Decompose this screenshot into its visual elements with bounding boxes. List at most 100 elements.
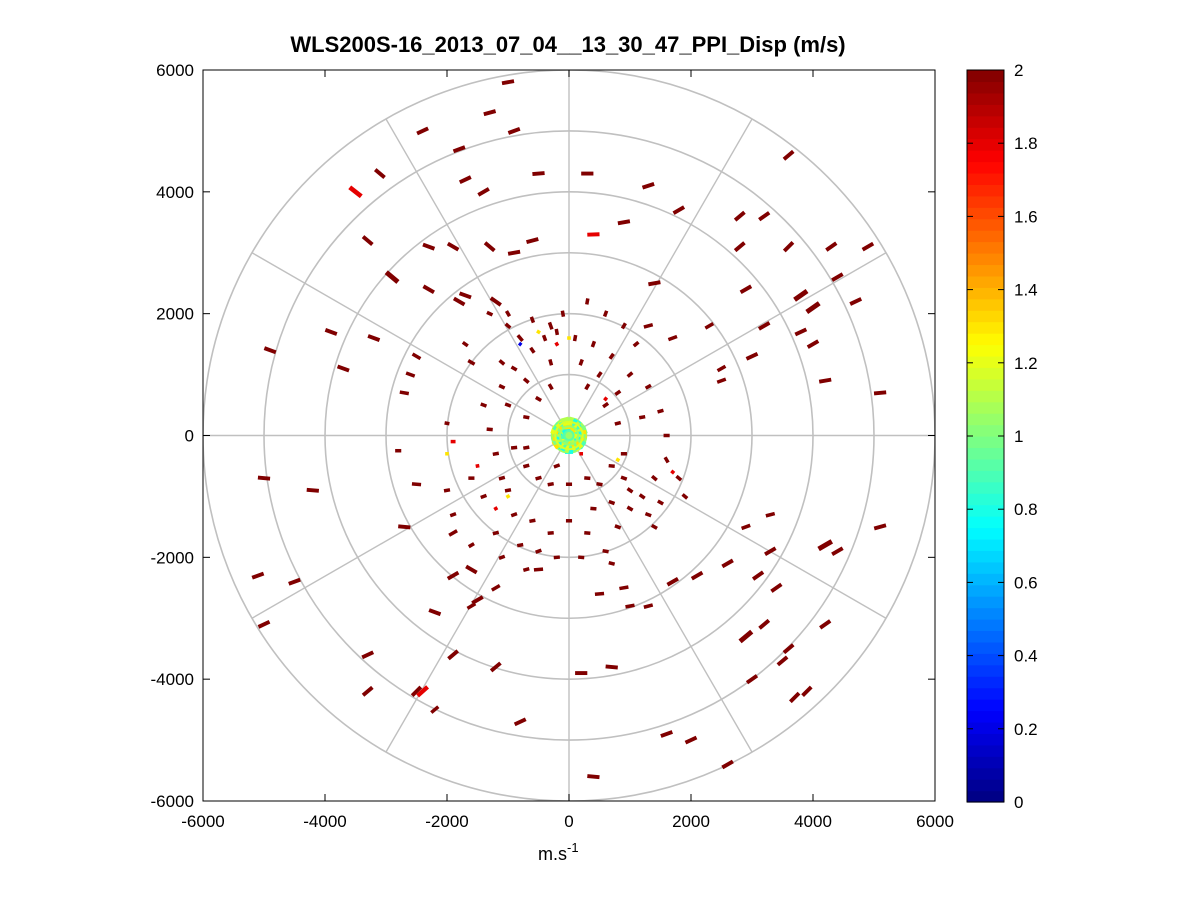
- colorbar-segment: [967, 664, 1004, 677]
- data-point: [560, 310, 566, 317]
- data-point: [596, 481, 603, 487]
- data-point: [608, 560, 616, 566]
- colorbar-segment: [967, 573, 1004, 586]
- colorbar-segment: [967, 81, 1004, 94]
- data-point: [620, 475, 628, 481]
- data-point: [501, 79, 515, 86]
- colorbar-tick-label: 1.6: [1014, 207, 1038, 226]
- data-point: [507, 249, 521, 256]
- data-point: [398, 524, 411, 530]
- data-point: [461, 340, 469, 348]
- data-point: [529, 346, 536, 354]
- data-point: [504, 322, 512, 330]
- colorbar-segment: [967, 378, 1004, 391]
- data-point: [430, 705, 440, 714]
- colorbar-segment: [967, 355, 1004, 368]
- x-tick-label: -2000: [425, 812, 468, 831]
- core-ring: [558, 425, 580, 446]
- data-point: [657, 408, 664, 414]
- data-point: [466, 602, 477, 610]
- colorbar-segment: [967, 561, 1004, 574]
- data-point: [590, 340, 597, 348]
- data-point: [782, 240, 795, 253]
- data-point: [873, 523, 887, 531]
- y-tick-label: -4000: [151, 670, 194, 689]
- data-point: [483, 109, 497, 117]
- data-point: [475, 463, 480, 468]
- data-point: [522, 377, 530, 384]
- data-point: [644, 383, 652, 390]
- data-point: [288, 577, 301, 586]
- data-point: [446, 241, 460, 252]
- data-point: [704, 322, 715, 330]
- data-point: [535, 548, 542, 554]
- data-point: [626, 371, 634, 378]
- colorbar-segment: [967, 630, 1004, 643]
- data-point: [565, 482, 573, 486]
- colorbar-segment: [967, 127, 1004, 140]
- data-point: [831, 546, 844, 556]
- data-point: [594, 591, 605, 597]
- data-point: [510, 365, 518, 372]
- data-point: [547, 383, 554, 391]
- data-point: [399, 390, 410, 396]
- colorbar-segment: [967, 733, 1004, 746]
- data-point: [650, 474, 658, 482]
- colorbar-segment: [967, 676, 1004, 689]
- y-tick-label: 0: [185, 427, 194, 446]
- colorbar-segment: [967, 538, 1004, 551]
- data-point: [526, 237, 539, 245]
- data-point: [405, 371, 416, 378]
- colorbar-segment: [967, 70, 1004, 83]
- colorbar-segment: [967, 504, 1004, 517]
- data-point: [553, 555, 560, 560]
- data-point: [411, 352, 422, 361]
- data-point: [422, 284, 435, 295]
- data-point: [849, 297, 863, 306]
- data-point: [565, 519, 573, 523]
- data-point: [489, 296, 502, 307]
- data-point: [650, 523, 658, 530]
- data-point: [517, 341, 523, 347]
- colorbar-segment: [967, 550, 1004, 563]
- data-point: [625, 603, 635, 609]
- data-point: [306, 487, 320, 493]
- data-points: [251, 79, 887, 780]
- colorbar-segment: [967, 470, 1004, 483]
- y-tick-label: 4000: [156, 183, 194, 202]
- colorbar-segment: [967, 310, 1004, 323]
- data-point: [614, 389, 622, 397]
- colorbar-segment: [967, 584, 1004, 597]
- data-point: [529, 518, 536, 524]
- data-point: [449, 512, 457, 518]
- data-point: [675, 474, 683, 482]
- colorbar-segment: [967, 493, 1004, 506]
- data-point: [602, 310, 609, 318]
- y-tick-label: 2000: [156, 305, 194, 324]
- core-cell: [565, 449, 573, 454]
- data-point: [444, 421, 450, 426]
- data-point: [516, 334, 524, 342]
- data-point: [716, 364, 727, 373]
- data-point: [603, 396, 609, 402]
- colorbar-segment: [967, 390, 1004, 403]
- colorbar: [967, 70, 1004, 803]
- data-point: [458, 175, 472, 184]
- data-point: [584, 383, 591, 391]
- data-point: [648, 280, 661, 287]
- data-point: [547, 530, 554, 535]
- data-point: [579, 452, 584, 456]
- azimuth-spoke: [385, 118, 570, 436]
- colorbar-segment: [967, 287, 1004, 300]
- data-point: [477, 187, 490, 197]
- colorbar-segment: [967, 516, 1004, 529]
- data-point: [620, 452, 627, 456]
- colorbar-segment: [967, 744, 1004, 757]
- x-axis-label: m.s-1: [538, 840, 579, 864]
- colorbar-segment: [967, 275, 1004, 288]
- data-point: [782, 149, 795, 161]
- data-point: [620, 322, 627, 330]
- colorbar-segment: [967, 721, 1004, 734]
- colorbar-segment: [967, 458, 1004, 471]
- azimuth-spoke: [568, 434, 887, 619]
